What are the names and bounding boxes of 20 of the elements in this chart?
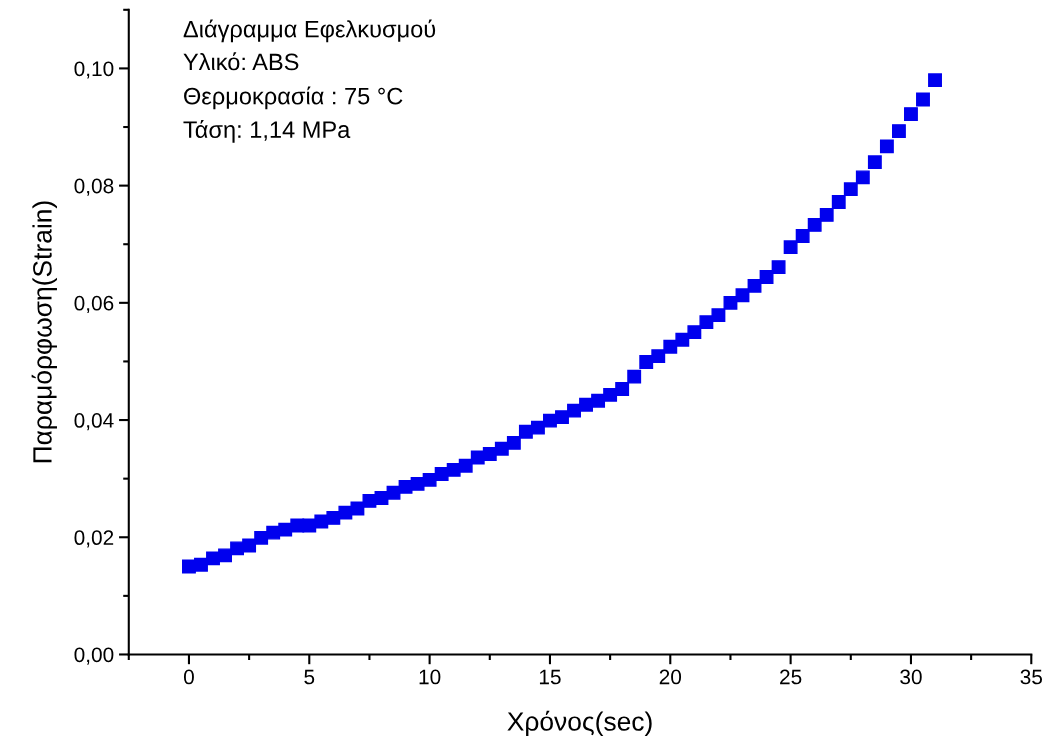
y-tick-label: 0,02 <box>74 530 114 548</box>
annotation: Υλικό: ABS <box>183 52 299 71</box>
x-tick-label: 0 <box>183 669 194 685</box>
y-tick-label: 0,10 <box>74 61 114 79</box>
x-tick-label: 30 <box>900 669 922 685</box>
y-axis-title: Παραμόρφωση(Strain) <box>31 201 57 463</box>
x-tick-label: 20 <box>659 669 682 685</box>
annotation: Θερμοκρασία : 75 °C <box>184 86 403 110</box>
y-tick-label: 0,06 <box>74 295 114 314</box>
x-tick-label: 35 <box>1020 669 1043 685</box>
x-tick-label: 15 <box>539 669 561 685</box>
annotation: Διάγραμμα Εφελκυσμού <box>183 19 436 43</box>
x-tick-label: 25 <box>780 669 802 685</box>
x-axis-title: Χρόνος(sec) <box>507 710 652 737</box>
x-tick-label: 10 <box>419 669 441 685</box>
annotation: Τάση: 1,14 MPa <box>183 120 351 143</box>
y-tick-label: 0,04 <box>74 413 114 431</box>
y-tick-label: 0,08 <box>74 178 114 196</box>
x-tick-label: 5 <box>304 669 315 685</box>
y-tick-label: 0,00 <box>74 647 114 665</box>
